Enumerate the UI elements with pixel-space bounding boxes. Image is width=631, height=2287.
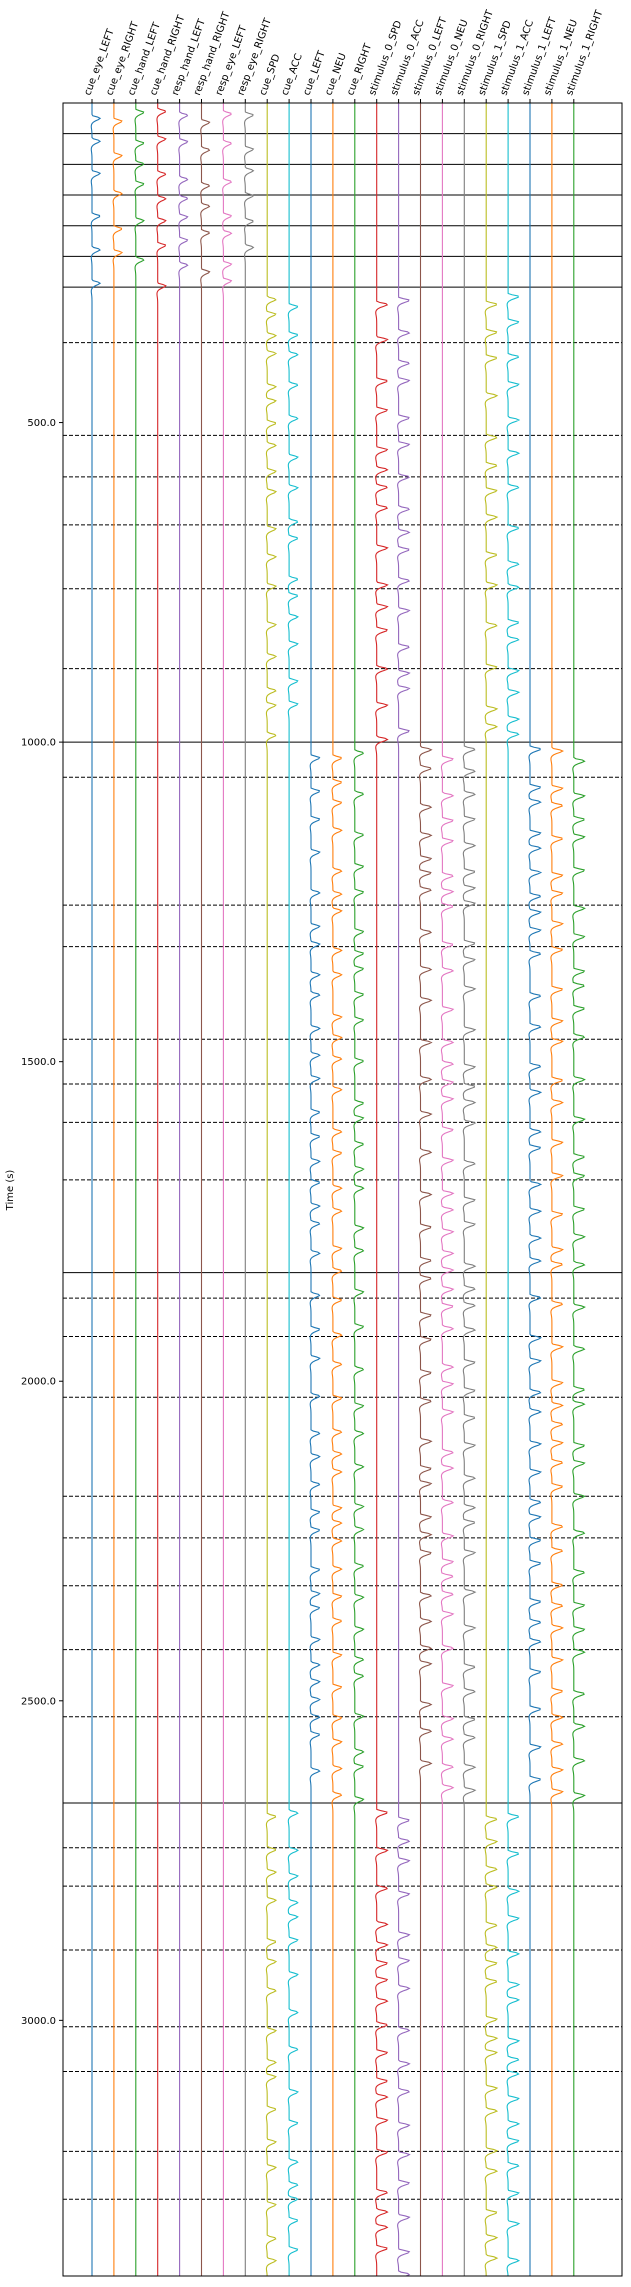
- column-label: cue_SPD: [258, 53, 283, 98]
- y-tick-label: 1500.0: [21, 1057, 56, 1068]
- trace-cue-left: [309, 103, 321, 2276]
- regressor-traces: [90, 103, 586, 2277]
- trace-stimulus-0-right: [462, 103, 477, 2276]
- trace-resp-hand-left: [178, 103, 189, 2276]
- trace-resp-eye-left: [222, 103, 233, 2276]
- trace-cue-eye-right: [112, 103, 124, 2276]
- trace-cue-hand-right: [156, 103, 167, 2276]
- trace-resp-eye-right: [244, 103, 255, 2276]
- y-tick-label: 500.0: [27, 418, 56, 429]
- trace-stimulus-0-acc: [397, 103, 411, 2277]
- trace-stimulus-1-spd: [484, 103, 499, 2277]
- column-labels: cue_eye_LEFTcue_eye_RIGHTcue_hand_LEFTcu…: [82, 8, 606, 103]
- y-tick-label: 2000.0: [21, 1377, 56, 1388]
- segment-separators: [63, 102, 622, 2200]
- column-label: cue_ACC: [280, 52, 305, 97]
- trace-resp-hand-right: [200, 103, 211, 2276]
- column-label: cue_NEU: [323, 52, 348, 97]
- trace-stimulus-0-left: [418, 103, 433, 2276]
- y-tick-label: 3000.0: [21, 2016, 56, 2027]
- trace-stimulus-1-acc: [506, 103, 521, 2277]
- trace-stimulus-1-neu: [550, 103, 565, 2276]
- y-axis-title: Time (s): [5, 1170, 16, 1212]
- plot-frame: [62, 102, 623, 2277]
- trace-cue-neu: [331, 103, 343, 2276]
- trace-cue-right: [353, 103, 365, 2276]
- y-tick-label: 2500.0: [21, 1696, 56, 1707]
- y-tick-label: 1000.0: [21, 738, 56, 749]
- trace-cue-acc: [287, 103, 299, 2276]
- y-axis-ticks: 500.0 1000.0 1500.0 2000.0 2500.0 3000.0: [21, 418, 63, 2027]
- trace-stimulus-0-spd: [375, 103, 389, 2276]
- trace-stimulus-0-neu: [440, 103, 455, 2276]
- trace-cue-hand-left: [134, 103, 145, 2276]
- trace-cue-eye-left: [90, 103, 102, 2276]
- trace-cue-spd: [265, 103, 278, 2277]
- trace-stimulus-1-right: [572, 103, 586, 2276]
- trace-stimulus-1-left: [528, 103, 543, 2276]
